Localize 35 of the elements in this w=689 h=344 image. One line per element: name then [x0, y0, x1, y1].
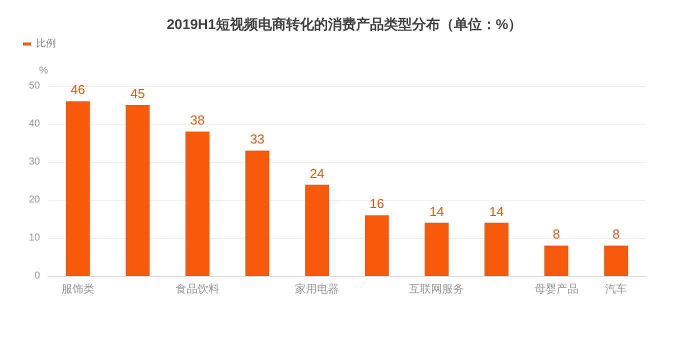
x-tick-label: 互联网服务 [409, 284, 464, 296]
y-axis-title: % [39, 66, 48, 76]
bar [604, 246, 628, 276]
y-tick-label: 40 [28, 118, 40, 130]
bar [186, 132, 210, 276]
chart-title: 2019H1短视频电商转化的消费产品类型分布（单位：%） [166, 16, 522, 32]
bar [544, 246, 568, 276]
x-tick-label: 服饰类 [61, 282, 94, 296]
data-label: 33 [250, 132, 265, 147]
bar [424, 222, 449, 276]
data-label: 16 [370, 196, 384, 212]
x-tick-label: 家用电器 [295, 282, 340, 296]
x-tick-label: 汽车 [605, 282, 628, 296]
data-label: 8 [552, 226, 560, 242]
data-label: 38 [190, 112, 205, 128]
x-tick-label: 母婴产品 [534, 282, 578, 296]
bar [305, 184, 330, 276]
data-label: 46 [70, 82, 86, 98]
y-tick-label: 20 [28, 194, 40, 206]
y-tick-label: 30 [28, 156, 40, 168]
data-label: 14 [429, 204, 444, 219]
y-tick-label: 50 [28, 80, 40, 92]
data-label: 14 [489, 204, 504, 219]
data-label: 8 [612, 226, 620, 242]
bar [484, 222, 508, 276]
y-tick-label: 10 [28, 232, 40, 244]
bar [364, 215, 389, 276]
bar [66, 101, 90, 276]
data-label: 45 [130, 86, 145, 101]
bar [245, 150, 270, 276]
y-tick-label: 0 [34, 270, 40, 282]
legend-label: 比例 [36, 38, 56, 50]
data-label: 24 [310, 166, 324, 181]
bar [126, 105, 150, 276]
x-tick-label: 食品饮料 [176, 282, 220, 296]
